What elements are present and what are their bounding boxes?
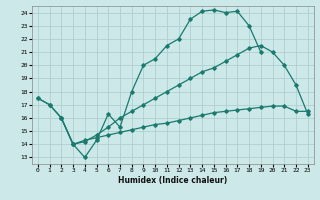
X-axis label: Humidex (Indice chaleur): Humidex (Indice chaleur)	[118, 176, 228, 185]
